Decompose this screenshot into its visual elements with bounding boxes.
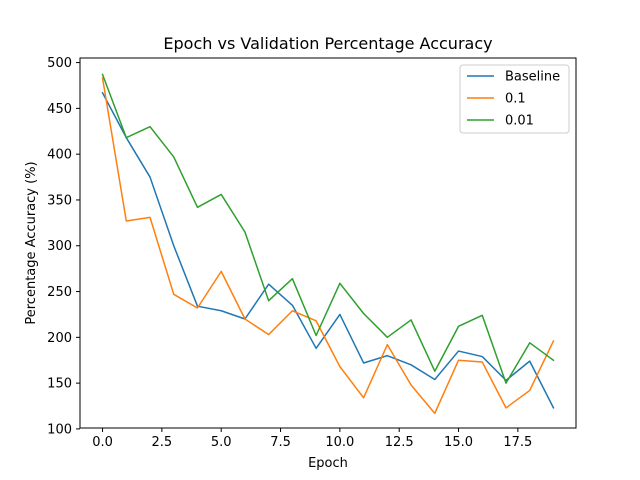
y-tick-label: 200 <box>47 331 72 346</box>
x-axis-label: Epoch <box>308 456 348 471</box>
legend-label: 0.1 <box>505 92 526 107</box>
y-tick-label: 400 <box>47 148 72 163</box>
legend-box <box>459 64 570 134</box>
x-tick-label: 2.5 <box>152 435 173 450</box>
x-tick-label: 0.0 <box>92 435 113 450</box>
plot-frame <box>79 57 577 429</box>
x-tick-label: 12.5 <box>385 435 414 450</box>
series-line-1 <box>101 77 555 415</box>
y-tick-label: 300 <box>47 239 72 254</box>
x-tick-label: 5.0 <box>211 435 232 450</box>
y-axis-ticks: 100 150 200 250 300 350 400 450 500 <box>47 56 80 437</box>
x-tick-label: 15.0 <box>444 435 473 450</box>
y-tick-label: 100 <box>47 422 72 437</box>
x-tick-label: 17.5 <box>503 435 532 450</box>
y-axis-label: Percentage Accuracy (%) <box>24 161 39 324</box>
series-line-0 <box>101 91 555 409</box>
x-axis-ticks: 0.0 2.5 5.0 7.5 10.0 12.5 15.0 17.5 <box>92 428 532 450</box>
legend: Baseline 0.1 0.01 <box>459 64 570 134</box>
y-tick-label: 250 <box>47 285 72 300</box>
series-line-2 <box>101 73 555 384</box>
legend-label: 0.01 <box>505 114 534 129</box>
y-tick-label: 450 <box>47 102 72 117</box>
y-tick-label: 150 <box>47 377 72 392</box>
chart-title: Epoch vs Validation Percentage Accuracy <box>163 34 492 53</box>
y-tick-label: 350 <box>47 193 72 208</box>
y-tick-label: 500 <box>47 56 72 71</box>
series-layer <box>101 73 555 415</box>
legend-label: Baseline <box>505 70 560 85</box>
x-tick-label: 7.5 <box>270 435 291 450</box>
x-tick-label: 10.0 <box>325 435 354 450</box>
